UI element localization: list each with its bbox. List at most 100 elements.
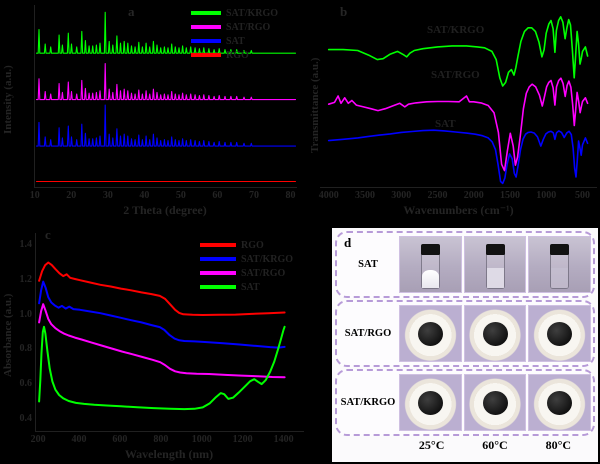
x-tick-60: 60 xyxy=(212,190,223,201)
photo-sat-80-c xyxy=(528,236,592,293)
panel-c-legend: RGO SAT/KRGO SAT/RGO SAT xyxy=(200,239,293,295)
vial-content xyxy=(486,268,504,288)
panel-c-chart xyxy=(38,261,286,411)
legend-swatch xyxy=(191,39,221,43)
legend-swatch xyxy=(191,53,221,57)
composite-disk xyxy=(547,390,573,415)
x-tick-500: 500 xyxy=(574,190,590,201)
x-tick-2000: 2000 xyxy=(463,190,484,201)
panel-d-label: d xyxy=(344,235,352,250)
panel-b-plot-area xyxy=(320,5,597,188)
x-tick-600: 600 xyxy=(112,434,128,445)
panel-a-x-axis-label: 2 Theta (degree) xyxy=(123,203,207,217)
photo-sat-60-c xyxy=(463,236,527,293)
vial-body xyxy=(550,255,570,289)
x-tick-1000: 1000 xyxy=(191,434,212,445)
x-tick-1400: 1400 xyxy=(273,434,294,445)
series-sat-krgo xyxy=(327,16,589,87)
legend-label: SAT xyxy=(226,35,245,47)
series-sat-rgo xyxy=(327,77,589,172)
legend-entry-sat-krgo: SAT/KRGO xyxy=(191,7,278,19)
legend-label: RGO xyxy=(241,239,264,251)
panel-b-ftir: b Transmittance (a.u.) SAT/KRGO SAT/RGO … xyxy=(305,0,600,225)
panel-c-y-ticks: 1.4 1.2 1.0 0.8 0.6 0.4 xyxy=(4,233,34,431)
trace-label-sat-krgo: SAT/KRGO xyxy=(427,24,485,36)
legend-swatch xyxy=(200,257,236,261)
panel-b-chart xyxy=(327,16,589,185)
panel-c-x-axis-label: Wavelength (nm) xyxy=(124,447,214,461)
column-label-80-c: 80°C xyxy=(545,438,572,452)
x-tick-400: 400 xyxy=(71,434,87,445)
photo-sat-rgo-25-c xyxy=(399,305,462,362)
legend-label: SAT/KRGO xyxy=(226,7,279,19)
legend-swatch xyxy=(200,271,236,275)
x-tick-1500: 1500 xyxy=(499,190,520,201)
panel-d-rows: SAT SAT/RGO SAT/KRGO xyxy=(335,231,595,436)
composite-disk xyxy=(482,321,508,346)
y-tick-0-4: 0.4 xyxy=(19,412,33,424)
panel-d-photos: d SAT SAT/RGO SAT/KRGO 25°C 60°C 80°C xyxy=(332,228,598,462)
y-tick-1-4: 1.4 xyxy=(19,239,33,251)
panel-a-legend: SAT/KRGO SAT/RGO SAT RGO xyxy=(191,7,278,63)
series-sat xyxy=(327,129,589,185)
panel-b-x-ticks: 4000 3500 3000 2500 2000 1500 1000 500 xyxy=(319,190,597,202)
vial-cap xyxy=(485,244,505,255)
x-tick-1000: 1000 xyxy=(536,190,557,201)
series-sat xyxy=(35,104,297,147)
panel-a-label: a xyxy=(128,4,135,19)
legend-swatch xyxy=(200,285,236,289)
x-tick-30: 30 xyxy=(102,190,113,201)
x-tick-4000: 4000 xyxy=(318,190,339,201)
vial-cap xyxy=(550,244,570,255)
legend-label: SAT/KRGO xyxy=(241,253,294,265)
legend-entry-sat-rgo: SAT/RGO xyxy=(191,21,278,33)
series-sat-rgo xyxy=(35,63,297,101)
legend-entry-rgo: RGO xyxy=(191,49,278,61)
x-tick-20: 20 xyxy=(66,190,77,201)
legend-entry-rgo: RGO xyxy=(200,239,293,251)
series-sat-krgo xyxy=(38,280,286,349)
photo-sat-krgo-25-c xyxy=(399,374,462,431)
sample-row-sat-rgo: SAT/RGO xyxy=(335,300,595,367)
x-tick-80: 80 xyxy=(285,190,296,201)
y-tick-1-2: 1.2 xyxy=(19,273,33,285)
panel-a-plot-area: SAT/KRGO SAT/RGO SAT RGO xyxy=(34,5,297,188)
photo-sat-krgo-60-c xyxy=(463,374,527,431)
y-tick-1-0: 1.0 xyxy=(19,308,33,320)
sample-row-sat: SAT xyxy=(335,231,595,298)
panel-a-y-axis-label: Intensity (a.u.) xyxy=(2,65,14,135)
x-tick-3500: 3500 xyxy=(354,190,375,201)
legend-label: RGO xyxy=(226,49,249,61)
trace-label-sat: SAT xyxy=(435,118,456,130)
series-sat-krgo xyxy=(35,11,297,54)
panel-a-xrd: a Intensity (a.u.) SAT/KRGO SAT/RGO SAT RGO… xyxy=(0,0,305,225)
photo-sat-rgo-60-c xyxy=(463,305,527,362)
photo-sat-rgo-80-c xyxy=(528,305,592,362)
sample-row-sat-krgo: SAT/KRGO xyxy=(335,369,595,436)
series-sat-rgo xyxy=(38,303,286,379)
panel-a-x-ticks: 10 20 30 40 50 60 70 80 xyxy=(30,190,296,202)
panel-b-x-axis-label: Wavenumbers (cm⁻¹) xyxy=(403,203,514,217)
legend-swatch xyxy=(200,243,236,247)
x-tick-3000: 3000 xyxy=(391,190,412,201)
photo-sat-krgo-80-c xyxy=(528,374,592,431)
legend-entry-sat-rgo: SAT/RGO xyxy=(200,267,293,279)
sample-label-sat: SAT xyxy=(358,259,378,270)
composite-disk xyxy=(417,321,443,346)
photo-sat-25-c xyxy=(399,236,462,293)
vial-body xyxy=(485,255,505,289)
panel-b-label: b xyxy=(340,4,348,19)
trace-label-sat-rgo: SAT/RGO xyxy=(431,69,480,81)
legend-label: SAT/RGO xyxy=(241,267,286,279)
sample-label-sat-rgo: SAT/RGO xyxy=(344,328,392,339)
panel-c-x-ticks: 200 400 600 800 1000 1200 1400 xyxy=(31,434,303,446)
composite-disk xyxy=(482,390,508,415)
x-tick-800: 800 xyxy=(153,434,169,445)
vial-body xyxy=(420,255,440,289)
panel-a-chart xyxy=(35,11,297,183)
x-tick-1200: 1200 xyxy=(232,434,253,445)
column-label-60-c: 60°C xyxy=(482,438,508,452)
x-tick-10: 10 xyxy=(29,190,40,201)
x-tick-50: 50 xyxy=(175,190,186,201)
legend-entry-sat: SAT xyxy=(191,35,278,47)
